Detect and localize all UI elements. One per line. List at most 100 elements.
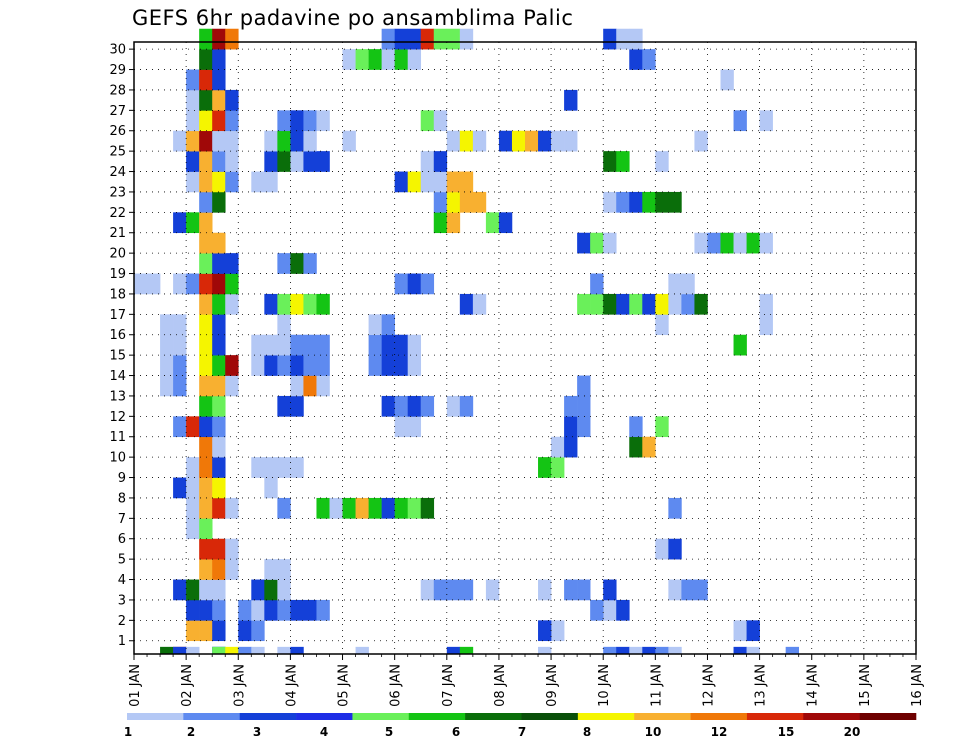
heatmap-cell bbox=[212, 28, 226, 50]
heatmap-cell bbox=[225, 89, 239, 111]
heatmap-cell bbox=[277, 457, 291, 478]
heatmap-cell bbox=[173, 646, 187, 655]
heatmap-cell bbox=[212, 232, 226, 254]
heatmap-cell bbox=[407, 273, 422, 295]
heatmap-cell bbox=[225, 171, 239, 193]
heatmap-cell bbox=[655, 646, 669, 655]
heatmap-cell bbox=[342, 497, 356, 519]
heatmap-cell bbox=[160, 334, 174, 356]
heatmap-cell bbox=[420, 579, 435, 601]
heatmap-cell bbox=[160, 314, 174, 336]
y-tick-label: 8 bbox=[118, 491, 126, 506]
y-tick-label: 28 bbox=[109, 83, 126, 98]
heatmap-cell bbox=[277, 599, 291, 621]
y-tick-label: 13 bbox=[109, 389, 126, 404]
heatmap-cell bbox=[733, 620, 747, 642]
legend-swatch bbox=[352, 713, 410, 720]
y-tick-label: 17 bbox=[109, 308, 126, 323]
heatmap-cell bbox=[290, 334, 304, 356]
heatmap-cell bbox=[290, 457, 304, 478]
heatmap-cell bbox=[407, 334, 422, 356]
heatmap-cell bbox=[616, 293, 630, 315]
heatmap-cell bbox=[316, 151, 330, 172]
heatmap-cell bbox=[381, 28, 395, 50]
heatmap-cell bbox=[173, 416, 187, 438]
heatmap-cell bbox=[407, 28, 422, 50]
y-tick-label: 15 bbox=[109, 349, 126, 364]
heatmap-cell bbox=[290, 355, 304, 376]
heatmap-cell bbox=[212, 191, 226, 213]
heatmap-cell bbox=[186, 518, 200, 540]
heatmap-cell bbox=[212, 436, 226, 458]
heatmap-cell bbox=[498, 212, 513, 234]
legend-label: 7 bbox=[518, 725, 526, 739]
heatmap-cell bbox=[355, 646, 369, 655]
heatmap-cell bbox=[368, 314, 382, 336]
heatmap-cell bbox=[199, 579, 213, 601]
heatmap-cell bbox=[251, 579, 265, 601]
heatmap-cell bbox=[186, 130, 200, 152]
heatmap-cell bbox=[316, 110, 330, 132]
x-tick-label: 12 JAN bbox=[701, 664, 716, 707]
heatmap-cell bbox=[525, 130, 539, 152]
heatmap-cell bbox=[199, 416, 213, 438]
legend-label: 1 bbox=[124, 725, 132, 739]
heatmap-cell bbox=[199, 273, 213, 295]
heatmap-cell bbox=[459, 646, 474, 655]
heatmap-cell bbox=[433, 28, 448, 50]
heatmap-cell bbox=[381, 355, 395, 376]
legend-swatch bbox=[859, 713, 917, 720]
legend-swatch bbox=[803, 713, 860, 720]
heatmap-cell bbox=[186, 497, 200, 519]
legend-swatch bbox=[296, 713, 353, 720]
heatmap-cell bbox=[590, 599, 604, 621]
heatmap-cell bbox=[668, 646, 682, 655]
heatmap-cell bbox=[655, 191, 669, 213]
x-tick-label: 01 JAN bbox=[128, 664, 143, 707]
heatmap-cell bbox=[629, 646, 643, 655]
heatmap-cell bbox=[746, 232, 760, 254]
y-tick-label: 20 bbox=[109, 247, 126, 262]
heatmap-cell bbox=[394, 416, 408, 438]
heatmap-cell bbox=[134, 273, 148, 295]
heatmap-cell bbox=[381, 49, 395, 70]
heatmap-cell bbox=[199, 293, 213, 315]
heatmap-cell bbox=[616, 28, 630, 50]
heatmap-cell bbox=[277, 579, 291, 601]
heatmap-cell bbox=[433, 171, 448, 193]
heatmap-cell bbox=[329, 497, 343, 519]
heatmap-cell bbox=[420, 273, 435, 295]
heatmap-cell bbox=[459, 171, 474, 193]
heatmap-cell bbox=[368, 334, 382, 356]
legend-swatch bbox=[577, 713, 635, 720]
heatmap-cell bbox=[212, 579, 226, 601]
heatmap-cell bbox=[212, 334, 226, 356]
heatmap-cell bbox=[577, 375, 591, 397]
heatmap-cell bbox=[485, 212, 500, 234]
heatmap-cell bbox=[251, 620, 265, 642]
heatmap-cell bbox=[238, 620, 252, 642]
heatmap-cell bbox=[355, 497, 369, 519]
heatmap-cell bbox=[394, 334, 408, 356]
heatmap-cell bbox=[225, 273, 239, 295]
heatmap-cell bbox=[668, 273, 682, 295]
heatmap-cell bbox=[590, 232, 604, 254]
legend-swatch bbox=[690, 713, 748, 720]
legend-swatch bbox=[634, 713, 691, 720]
heatmap-cells bbox=[134, 28, 799, 655]
heatmap-cell bbox=[394, 395, 408, 417]
heatmap-cell bbox=[186, 212, 200, 234]
heatmap-cell bbox=[577, 293, 591, 315]
heatmap-cell bbox=[251, 334, 265, 356]
heatmap-cell bbox=[173, 273, 187, 295]
heatmap-cell bbox=[264, 151, 278, 172]
heatmap-cell bbox=[290, 646, 304, 655]
heatmap-cell bbox=[629, 28, 643, 50]
heatmap-cell bbox=[655, 538, 669, 560]
heatmap-cell bbox=[173, 355, 187, 376]
heatmap-cell bbox=[212, 620, 226, 642]
heatmap-cell bbox=[681, 273, 695, 295]
heatmap-cell bbox=[420, 28, 435, 50]
x-axis: 01 JAN 02 JAN 03 JAN 04 JAN 05 JAN 06 JAN 07 J… bbox=[128, 654, 925, 707]
